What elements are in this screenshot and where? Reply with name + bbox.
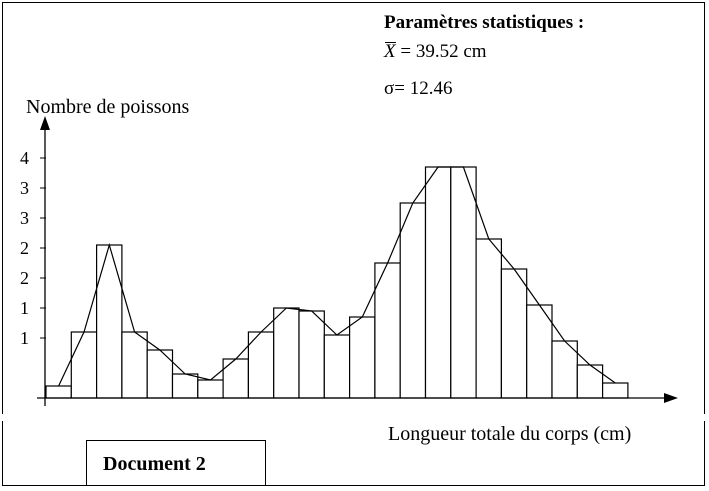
- frequency-polygon: [58, 166, 616, 387]
- tick-label-mask: [0, 414, 709, 421]
- histogram-bar: [298, 310, 325, 399]
- histogram-bar: [273, 307, 300, 399]
- histogram-bar: [349, 316, 376, 399]
- histogram-bar: [146, 349, 174, 399]
- histogram-bar: [121, 331, 148, 399]
- y-tick-label: 3: [20, 178, 29, 198]
- histogram-bar: [475, 238, 503, 399]
- histogram-bar: [222, 358, 250, 399]
- mean-value: = 39.52 cm: [400, 41, 487, 62]
- y-tick-label: 2: [20, 238, 29, 258]
- histogram-bar: [601, 382, 629, 399]
- document-label-box: Document 2: [86, 440, 266, 486]
- histogram-bar: [197, 379, 224, 399]
- mean-line: X = 39.52 cm: [384, 41, 487, 63]
- mean-symbol: X: [384, 41, 396, 62]
- y-ticks-layer: 1 1 2 2 3 3 4: [20, 148, 46, 348]
- histogram-bar: [70, 331, 98, 399]
- y-tick-label: 4: [20, 148, 29, 168]
- sigma-line: σ= 12.46: [384, 78, 453, 99]
- histogram-bar: [171, 373, 199, 399]
- stats-title: Paramètres statistiques :: [384, 12, 585, 33]
- y-tick-label: 1: [20, 298, 29, 318]
- x-axis-arrow-icon: [664, 393, 678, 403]
- y-tick-label: 2: [20, 268, 29, 288]
- histogram-bar: [424, 166, 452, 399]
- histogram-bar: [323, 334, 351, 399]
- y-tick-label: 3: [20, 208, 29, 228]
- histogram-bar: [576, 364, 604, 399]
- histogram-bar: [95, 244, 123, 399]
- bars-layer: [45, 166, 629, 399]
- histogram-bar: [450, 166, 477, 399]
- histogram-bar: [45, 385, 72, 399]
- x-axis-label: Longueur totale du corps (cm): [388, 423, 632, 445]
- histogram-bar: [526, 304, 553, 399]
- histogram-bar: [399, 202, 427, 399]
- figure-frame: [2, 2, 705, 486]
- document-label: Document 2: [103, 453, 206, 475]
- y-axis-label: Nombre de poissons: [26, 96, 190, 118]
- y-axis-arrow-icon: [40, 116, 50, 130]
- y-tick-label: 1: [20, 328, 29, 348]
- histogram-bar: [500, 268, 528, 399]
